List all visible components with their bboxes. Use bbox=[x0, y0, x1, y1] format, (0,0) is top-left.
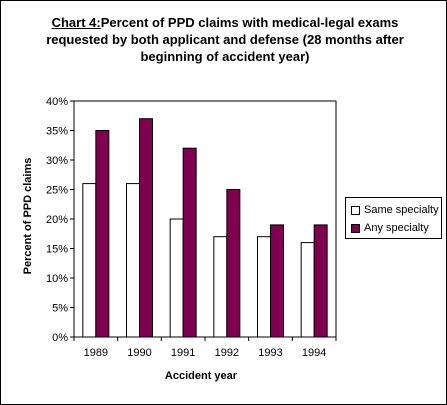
x-tick-label: 1994 bbox=[302, 347, 326, 359]
bar-same-specialty-1991 bbox=[169, 218, 184, 338]
y-axis-label: Percent of PPD claims bbox=[22, 157, 34, 275]
legend-label-same-specialty: Same specialty bbox=[364, 204, 439, 216]
bar-any-specialty-1990 bbox=[139, 118, 153, 338]
x-tick-label: 1993 bbox=[258, 347, 282, 359]
legend: Same specialty Any specialty bbox=[345, 197, 442, 239]
plot-area bbox=[73, 100, 337, 338]
chart-title-prefix: Chart 4: bbox=[51, 15, 101, 30]
x-tick-label: 1991 bbox=[171, 347, 195, 359]
y-tick-label: 40% bbox=[46, 96, 68, 108]
x-axis-label: Accident year bbox=[164, 370, 238, 382]
y-tick-label: 10% bbox=[46, 273, 68, 285]
bar-any-specialty-1994 bbox=[313, 224, 328, 338]
bar-any-specialty-1993 bbox=[270, 224, 284, 338]
legend-label-any-specialty: Any specialty bbox=[364, 222, 429, 234]
y-tick-label: 15% bbox=[46, 244, 68, 256]
bar-same-specialty-1990 bbox=[126, 183, 140, 338]
y-tick-label: 20% bbox=[46, 214, 68, 226]
bar-same-specialty-1989 bbox=[82, 183, 97, 338]
legend-item-any-specialty: Any specialty bbox=[351, 221, 429, 235]
bar-same-specialty-1992 bbox=[213, 236, 228, 338]
legend-swatch-same-specialty bbox=[351, 205, 360, 215]
chart-title-text: Percent of PPD claims with medical-legal… bbox=[46, 15, 404, 64]
y-tick-label: 30% bbox=[46, 155, 68, 167]
bar-any-specialty-1989 bbox=[95, 130, 110, 338]
legend-swatch-any-specialty bbox=[351, 223, 360, 233]
x-tick-label: 1989 bbox=[84, 347, 108, 359]
x-tick-label: 1990 bbox=[127, 347, 151, 359]
bar-any-specialty-1991 bbox=[182, 147, 197, 338]
bar-same-specialty-1993 bbox=[257, 236, 271, 338]
y-tick-label: 25% bbox=[46, 185, 68, 197]
y-tick-label: 35% bbox=[46, 126, 68, 138]
bar-any-specialty-1992 bbox=[226, 189, 241, 338]
x-tick-label: 1992 bbox=[215, 347, 239, 359]
chart-title: Chart 4:Percent of PPD claims with medic… bbox=[20, 14, 430, 65]
legend-item-same-specialty: Same specialty bbox=[351, 203, 439, 217]
y-tick-label: 0% bbox=[52, 332, 68, 344]
bar-same-specialty-1994 bbox=[300, 242, 315, 338]
y-tick-label: 5% bbox=[52, 303, 68, 315]
